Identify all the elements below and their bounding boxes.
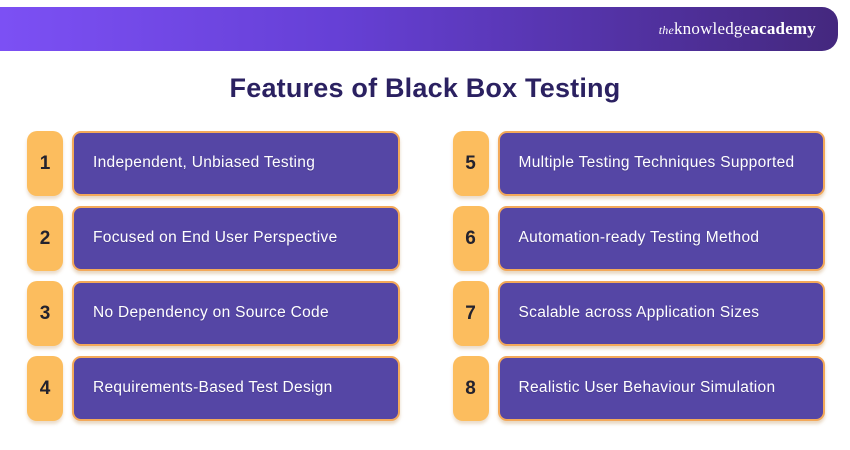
feature-number-badge: 6 — [452, 206, 489, 271]
logo-academy: academy — [750, 19, 816, 38]
logo-knowledge: knowledge — [673, 19, 751, 38]
logo-the: the — [658, 23, 674, 37]
feature-number-badge: 3 — [27, 281, 63, 346]
feature-label: Realistic User Behaviour Simulation — [518, 379, 776, 397]
feature-label: Focused on End User Perspective — [93, 229, 338, 247]
feature-label: No Dependency on Source Code — [93, 304, 329, 322]
feature-label: Automation-ready Testing Method — [518, 229, 760, 247]
feature-card: No Dependency on Source Code — [72, 281, 400, 346]
feature-card: Scalable across Application Sizes — [497, 281, 825, 346]
feature-item-8: 8 Realistic User Behaviour Simulation — [452, 356, 825, 421]
feature-card: Realistic User Behaviour Simulation — [497, 356, 825, 421]
feature-item-3: 3 No Dependency on Source Code — [27, 281, 400, 346]
feature-card: Requirements-Based Test Design — [72, 356, 400, 421]
feature-item-5: 5 Multiple Testing Techniques Supported — [452, 131, 825, 196]
feature-item-7: 7 Scalable across Application Sizes — [452, 281, 825, 346]
feature-item-6: 6 Automation-ready Testing Method — [452, 206, 825, 271]
feature-number-badge: 5 — [452, 131, 489, 196]
feature-label: Scalable across Application Sizes — [518, 304, 760, 322]
feature-number-badge: 1 — [27, 131, 63, 196]
feature-card: Focused on End User Perspective — [72, 206, 400, 271]
feature-card: Multiple Testing Techniques Supported — [497, 131, 825, 196]
feature-number-badge: 8 — [452, 356, 489, 421]
feature-item-2: 2 Focused on End User Perspective — [27, 206, 400, 271]
features-grid: 1 Independent, Unbiased Testing 2 Focuse… — [27, 131, 825, 421]
feature-item-4: 4 Requirements-Based Test Design — [27, 356, 400, 421]
feature-number-badge: 2 — [27, 206, 63, 271]
knowledge-academy-logo: theknowledgeacademy — [659, 19, 816, 39]
feature-card: Independent, Unbiased Testing — [72, 131, 400, 196]
brand-banner: theknowledgeacademy — [0, 7, 838, 51]
feature-label: Multiple Testing Techniques Supported — [518, 154, 795, 172]
feature-label: Requirements-Based Test Design — [93, 379, 333, 397]
feature-number-badge: 4 — [27, 356, 63, 421]
feature-card: Automation-ready Testing Method — [497, 206, 825, 271]
feature-number-badge: 7 — [452, 281, 489, 346]
page-title: Features of Black Box Testing — [229, 73, 621, 103]
feature-item-1: 1 Independent, Unbiased Testing — [27, 131, 400, 196]
feature-label: Independent, Unbiased Testing — [93, 154, 316, 172]
